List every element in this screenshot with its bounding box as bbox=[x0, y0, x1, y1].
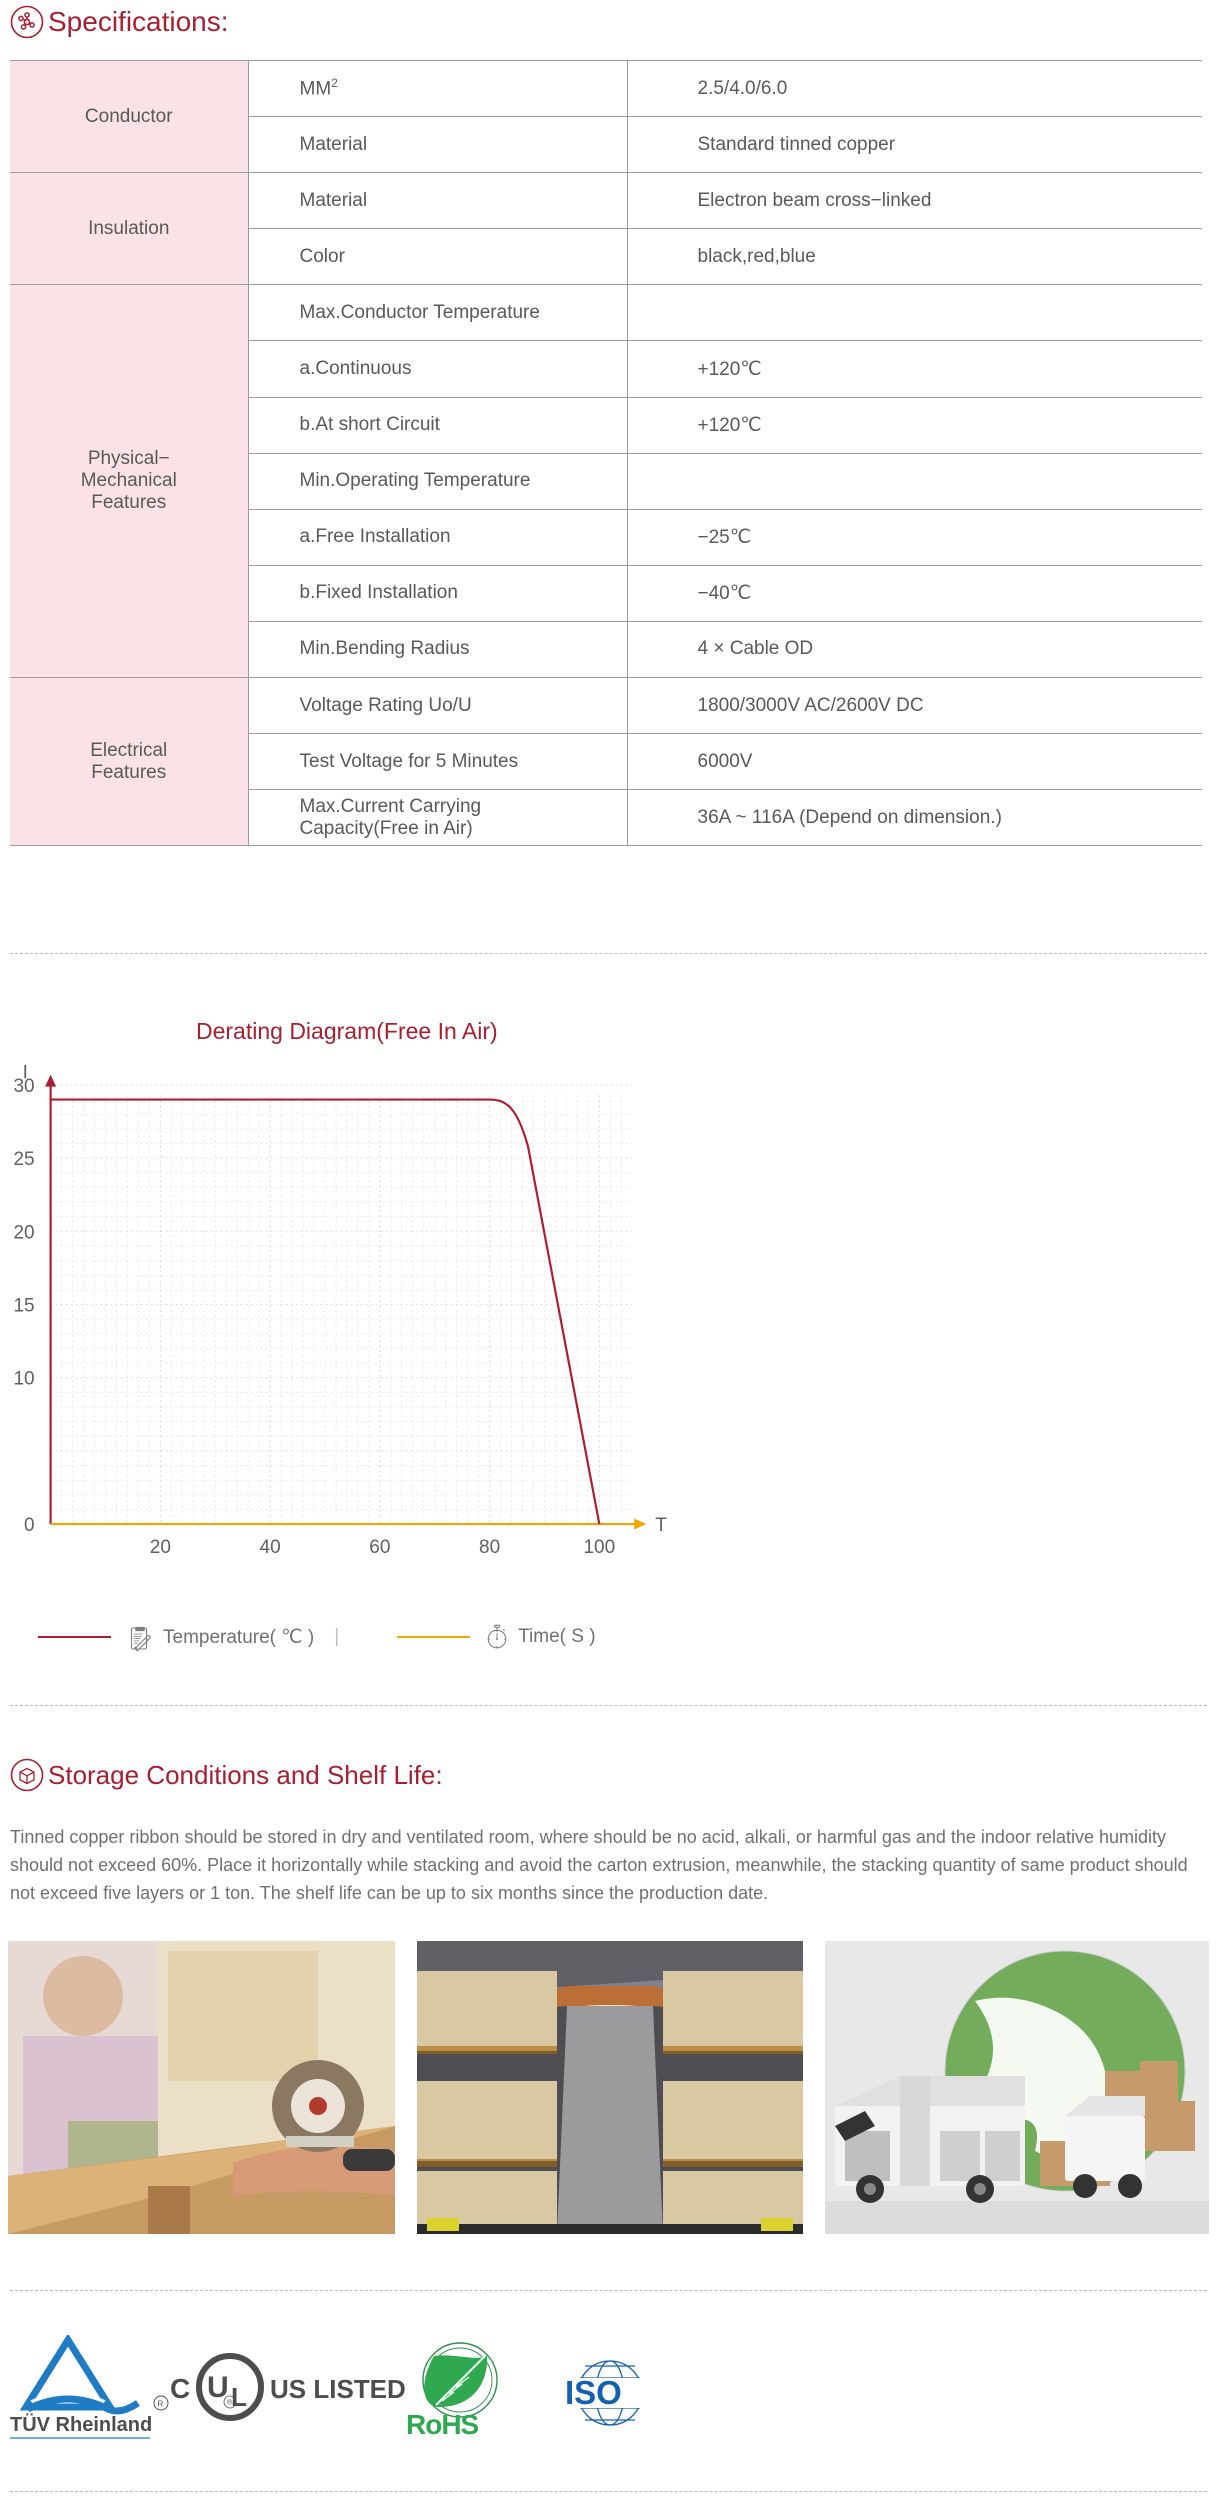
svg-text:U: U bbox=[207, 2371, 229, 2404]
svg-text:RoHS: RoHS bbox=[406, 2409, 479, 2440]
svg-text:ISO: ISO bbox=[565, 2374, 622, 2411]
svg-text:15: 15 bbox=[13, 1296, 34, 1317]
svg-text:30: 30 bbox=[13, 1076, 34, 1097]
svg-text:C: C bbox=[170, 2373, 190, 2404]
svg-text:60: 60 bbox=[369, 1537, 390, 1558]
svg-text:US LISTED: US LISTED bbox=[270, 2374, 406, 2404]
svg-text:100: 100 bbox=[583, 1537, 615, 1558]
svg-text:®: ® bbox=[227, 2399, 233, 2407]
svg-text:0: 0 bbox=[24, 1515, 35, 1536]
svg-text:TÜV Rheinland: TÜV Rheinland bbox=[10, 2413, 152, 2436]
svg-text:10: 10 bbox=[13, 1369, 34, 1390]
svg-text:20: 20 bbox=[13, 1222, 34, 1243]
svg-text:25: 25 bbox=[13, 1149, 34, 1170]
svg-text:R: R bbox=[158, 2400, 164, 2409]
svg-text:40: 40 bbox=[260, 1537, 281, 1558]
svg-text:T: T bbox=[655, 1515, 667, 1536]
svg-text:80: 80 bbox=[479, 1537, 500, 1558]
svg-text:20: 20 bbox=[150, 1537, 171, 1558]
